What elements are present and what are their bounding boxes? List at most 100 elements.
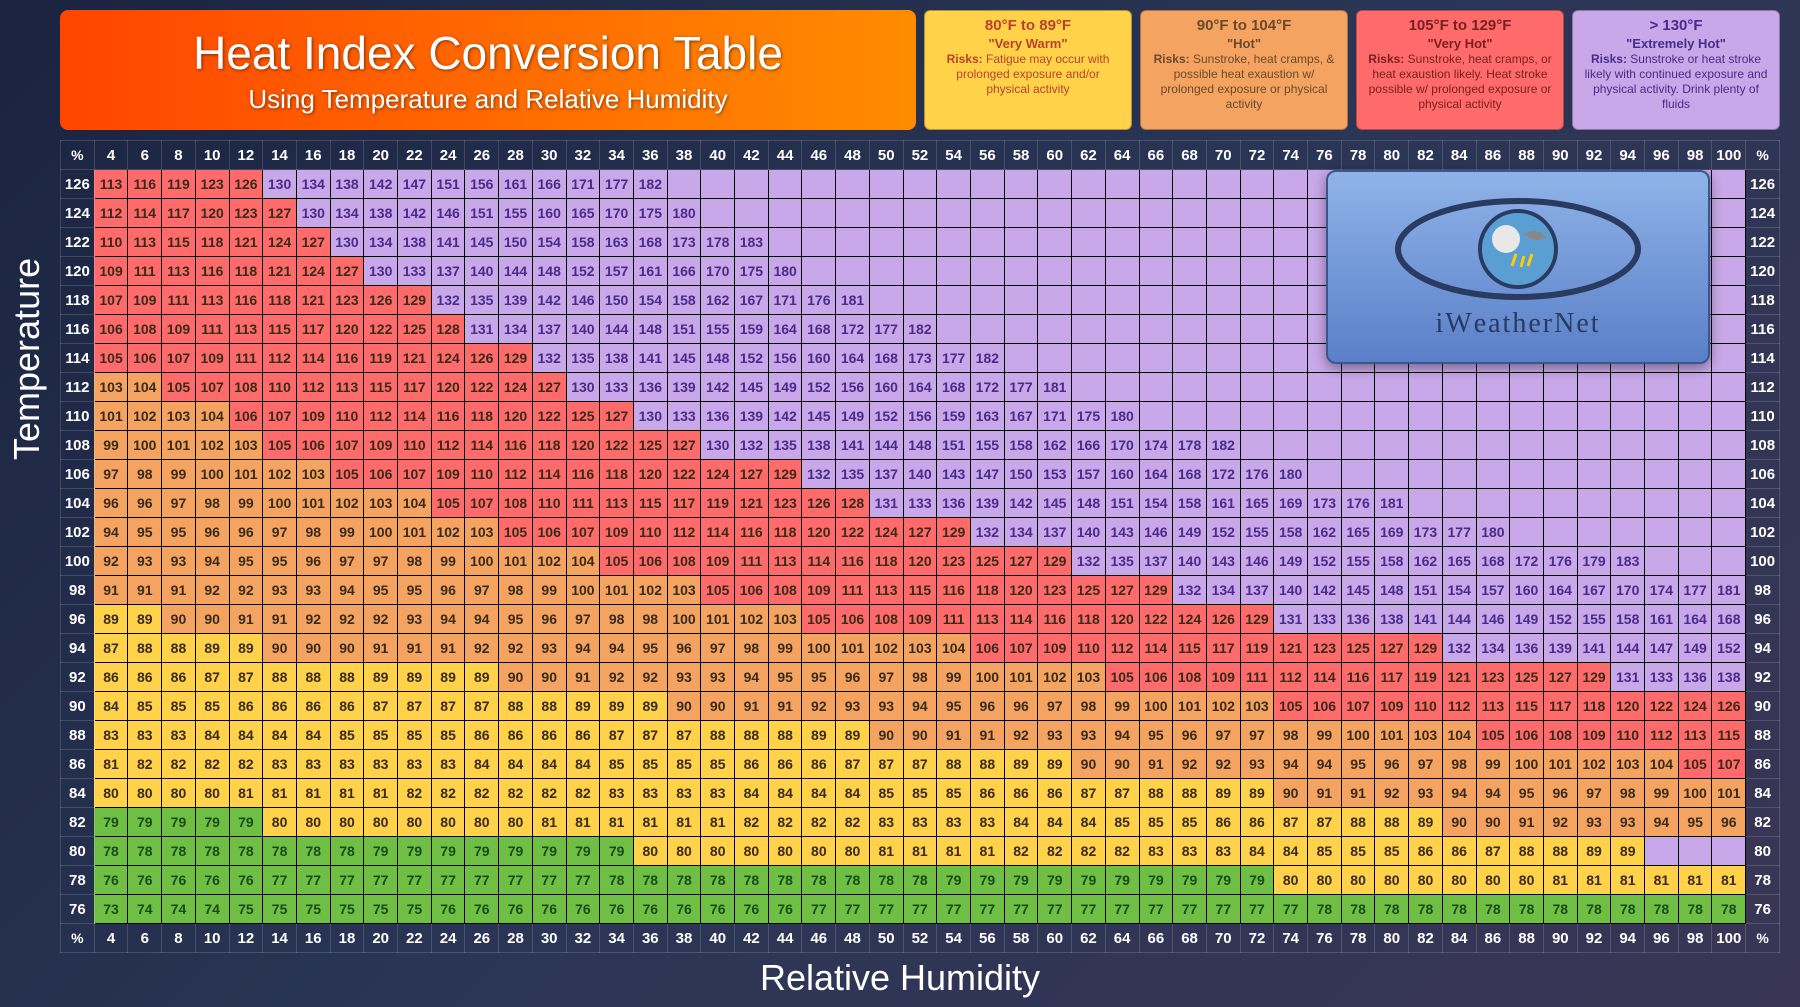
heat-index-cell: 155 [1341, 547, 1375, 576]
heat-index-cell: 86 [499, 721, 533, 750]
heat-index-cell [970, 286, 1004, 315]
heat-index-cell: 107 [398, 460, 432, 489]
humidity-header: 82 [1409, 924, 1443, 953]
heat-index-cell: 157 [600, 257, 634, 286]
heat-index-cell: 123 [1038, 576, 1072, 605]
heat-index-cell: 90 [1105, 750, 1139, 779]
heat-index-cell: 139 [499, 286, 533, 315]
heat-index-cell: 85 [398, 721, 432, 750]
heat-index-cell: 77 [364, 866, 398, 895]
heat-index-cell: 132 [970, 518, 1004, 547]
heat-index-cell [1678, 489, 1712, 518]
heat-index-cell: 141 [1577, 634, 1611, 663]
heat-index-cell: 133 [903, 489, 937, 518]
heat-index-cell: 115 [162, 228, 196, 257]
heat-index-cell: 106 [296, 431, 330, 460]
heat-index-cell: 93 [532, 634, 566, 663]
heat-index-cell: 130 [263, 170, 297, 199]
heat-index-cell: 88 [1341, 808, 1375, 837]
heat-index-cell: 79 [1240, 866, 1274, 895]
humidity-header: 22 [398, 141, 432, 170]
heat-index-cell: 118 [229, 257, 263, 286]
heat-index-cell: 92 [330, 605, 364, 634]
heat-index-cell: 114 [532, 460, 566, 489]
humidity-header: 62 [1072, 924, 1106, 953]
heat-index-cell: 94 [1274, 750, 1308, 779]
page-subtitle: Using Temperature and Relative Humidity [248, 84, 727, 115]
heat-index-cell [836, 228, 870, 257]
heat-index-cell: 167 [1577, 576, 1611, 605]
heat-index-cell: 80 [1510, 866, 1544, 895]
humidity-header: 54 [937, 141, 971, 170]
heat-index-cell: 104 [1442, 721, 1476, 750]
humidity-header: 100 [1712, 141, 1746, 170]
heat-index-cell [1173, 286, 1207, 315]
heat-index-cell: 80 [364, 808, 398, 837]
heat-index-cell: 113 [1476, 692, 1510, 721]
heat-index-cell: 142 [1004, 489, 1038, 518]
heat-index-cell: 103 [94, 373, 128, 402]
heat-index-cell: 120 [1105, 605, 1139, 634]
heat-index-cell: 77 [836, 895, 870, 924]
heat-index-cell: 113 [128, 228, 162, 257]
heat-index-cell: 88 [499, 692, 533, 721]
temp-header: 106 [61, 460, 95, 489]
y-axis-label: Temperature [6, 258, 48, 460]
heat-index-cell: 100 [802, 634, 836, 663]
heat-index-cell: 101 [1712, 779, 1746, 808]
heat-index-cell: 78 [633, 866, 667, 895]
heat-index-cell [1274, 170, 1308, 199]
heat-index-cell: 120 [195, 199, 229, 228]
heat-index-cell: 103 [364, 489, 398, 518]
temp-header: 112 [61, 373, 95, 402]
heat-index-cell: 76 [94, 866, 128, 895]
heat-index-cell: 120 [431, 373, 465, 402]
heat-index-cell: 81 [1577, 866, 1611, 895]
heat-index-cell [1173, 199, 1207, 228]
heat-index-cell: 114 [128, 199, 162, 228]
heat-index-cell: 102 [1577, 750, 1611, 779]
heat-index-cell: 118 [970, 576, 1004, 605]
heat-index-cell [1139, 402, 1173, 431]
heat-index-cell: 159 [937, 402, 971, 431]
heat-index-cell: 114 [1308, 663, 1342, 692]
heat-index-cell: 102 [869, 634, 903, 663]
heat-index-cell: 80 [431, 808, 465, 837]
heat-index-cell: 80 [1274, 866, 1308, 895]
temp-header: 110 [61, 402, 95, 431]
temp-header: 102 [1746, 518, 1780, 547]
heat-index-cell [1611, 518, 1645, 547]
heat-index-cell: 129 [499, 344, 533, 373]
heat-index-cell: 92 [600, 663, 634, 692]
heat-index-cell: 164 [836, 344, 870, 373]
heat-index-cell: 160 [802, 344, 836, 373]
heat-index-cell: 107 [94, 286, 128, 315]
temp-header: 126 [61, 170, 95, 199]
heat-index-cell: 96 [296, 547, 330, 576]
heat-index-cell: 171 [1038, 402, 1072, 431]
heat-index-cell [1611, 402, 1645, 431]
heat-index-cell: 115 [903, 576, 937, 605]
heat-index-cell [1712, 257, 1746, 286]
heat-index-cell: 92 [499, 634, 533, 663]
heat-index-cell [937, 228, 971, 257]
heat-index-cell: 76 [633, 895, 667, 924]
heat-index-cell: 125 [1341, 634, 1375, 663]
heat-index-cell: 95 [1341, 750, 1375, 779]
heat-index-cell [1206, 170, 1240, 199]
heat-index-cell: 94 [1308, 750, 1342, 779]
heat-index-cell: 82 [836, 808, 870, 837]
heat-index-cell: 116 [229, 286, 263, 315]
heat-index-cell [1072, 373, 1106, 402]
heat-index-cell: 127 [1004, 547, 1038, 576]
heat-index-cell: 105 [1678, 750, 1712, 779]
heat-index-cell: 152 [802, 373, 836, 402]
heat-index-cell: 86 [1004, 779, 1038, 808]
heat-index-cell: 100 [1341, 721, 1375, 750]
heat-index-cell: 179 [1577, 547, 1611, 576]
heat-index-cell: 85 [128, 692, 162, 721]
heat-index-cell: 148 [701, 344, 735, 373]
heat-index-cell [1645, 460, 1679, 489]
heat-index-cell: 120 [1004, 576, 1038, 605]
heat-index-cell: 112 [431, 431, 465, 460]
